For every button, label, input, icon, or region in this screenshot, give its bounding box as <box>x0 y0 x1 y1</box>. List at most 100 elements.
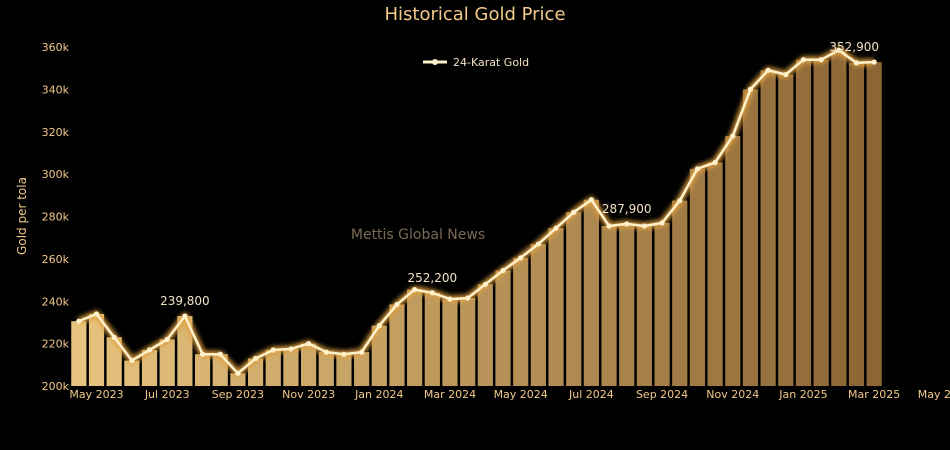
line-point[interactable] <box>270 347 276 353</box>
line-point[interactable] <box>252 355 259 362</box>
line-point[interactable] <box>553 225 559 231</box>
bar[interactable] <box>106 337 122 386</box>
line-point[interactable] <box>93 311 100 317</box>
bar[interactable] <box>477 284 493 386</box>
bar[interactable] <box>371 325 387 386</box>
line-point[interactable] <box>76 318 82 324</box>
line-point[interactable] <box>199 351 206 357</box>
bar[interactable] <box>848 62 865 386</box>
line-point[interactable] <box>376 323 382 329</box>
line-point[interactable] <box>694 166 701 172</box>
line-point[interactable] <box>730 133 736 139</box>
bar[interactable] <box>424 292 440 386</box>
bar[interactable] <box>141 349 158 386</box>
line-point[interactable] <box>412 286 418 293</box>
bar[interactable] <box>813 59 829 387</box>
line-point[interactable] <box>482 281 488 287</box>
bar[interactable] <box>283 348 299 386</box>
line-point[interactable] <box>111 334 117 340</box>
line-point[interactable] <box>765 67 771 73</box>
bar[interactable] <box>548 228 564 386</box>
bar[interactable] <box>318 352 334 386</box>
bar[interactable] <box>530 244 546 386</box>
line-point[interactable] <box>500 267 506 274</box>
line-point[interactable] <box>747 86 754 92</box>
line-point[interactable] <box>518 255 524 261</box>
bar[interactable] <box>513 257 529 386</box>
bar[interactable] <box>601 226 617 386</box>
line-point[interactable] <box>465 295 471 301</box>
line-path <box>78 48 875 375</box>
bar[interactable] <box>194 354 211 386</box>
line-point[interactable] <box>641 223 648 229</box>
bar[interactable] <box>760 70 776 387</box>
bar[interactable] <box>778 74 794 386</box>
bar[interactable] <box>300 343 317 386</box>
line-point[interactable] <box>588 197 594 203</box>
bar[interactable] <box>866 62 882 387</box>
y-tick-label: 280k <box>42 211 70 224</box>
bar[interactable] <box>407 289 423 386</box>
bar[interactable] <box>583 199 599 386</box>
y-tick-label: 300k <box>42 168 70 181</box>
line-point[interactable] <box>288 346 294 352</box>
line-point[interactable] <box>677 198 683 204</box>
bar[interactable] <box>354 352 370 386</box>
line-point[interactable] <box>305 341 312 347</box>
bar[interactable] <box>389 304 405 386</box>
line-point[interactable] <box>129 357 135 364</box>
bar[interactable] <box>159 339 175 386</box>
line-point[interactable] <box>659 220 665 226</box>
line-point[interactable] <box>429 290 435 296</box>
line-point[interactable] <box>624 221 630 227</box>
line-point[interactable] <box>217 351 223 357</box>
bar[interactable] <box>707 162 723 386</box>
bar[interactable] <box>636 226 653 386</box>
line-point[interactable] <box>535 241 541 247</box>
line-point[interactable] <box>606 223 612 229</box>
data-annotation: 252,200 <box>408 271 458 285</box>
bar[interactable] <box>495 270 511 386</box>
bar[interactable] <box>566 212 582 386</box>
line-point[interactable] <box>323 349 329 355</box>
line-point[interactable] <box>341 351 347 357</box>
bar[interactable] <box>265 349 281 386</box>
line-point[interactable] <box>571 209 577 215</box>
line-point[interactable] <box>235 370 241 376</box>
bar[interactable] <box>672 200 688 386</box>
line-point[interactable] <box>818 57 824 63</box>
line-point[interactable] <box>146 347 153 353</box>
line-point[interactable] <box>182 313 188 319</box>
line-point[interactable] <box>800 57 807 63</box>
line-point[interactable] <box>871 59 877 65</box>
bar[interactable] <box>725 135 741 386</box>
bar[interactable] <box>124 360 140 386</box>
line-point[interactable] <box>359 349 365 355</box>
line-point[interactable] <box>712 159 718 166</box>
legend[interactable]: 24-Karat Gold <box>423 56 529 69</box>
line-point[interactable] <box>164 336 170 342</box>
bar-series <box>71 50 882 387</box>
bar[interactable] <box>71 321 87 386</box>
bar[interactable] <box>442 299 458 386</box>
bar[interactable] <box>619 223 635 386</box>
bar[interactable] <box>460 298 476 386</box>
bar[interactable] <box>177 316 193 386</box>
bar[interactable] <box>336 354 352 386</box>
legend-marker-icon <box>432 59 438 65</box>
line-point[interactable] <box>783 71 789 78</box>
line-point[interactable] <box>447 296 453 302</box>
y-tick-label: 240k <box>42 295 70 308</box>
line-point[interactable] <box>836 47 842 53</box>
x-tick-label: Jan 2024 <box>354 388 403 401</box>
bar[interactable] <box>654 222 670 386</box>
bar[interactable] <box>742 89 759 386</box>
bar[interactable] <box>230 373 246 386</box>
bar[interactable] <box>795 59 812 387</box>
line-point[interactable] <box>853 60 860 66</box>
bar[interactable] <box>831 50 847 386</box>
bar[interactable] <box>88 313 105 386</box>
line-point[interactable] <box>394 301 400 308</box>
bar[interactable] <box>689 168 706 386</box>
